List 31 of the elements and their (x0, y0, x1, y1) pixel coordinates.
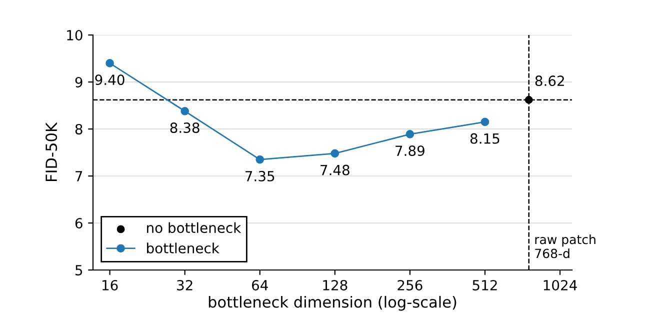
legend-label: no bottleneck (147, 222, 242, 234)
point (406, 130, 414, 138)
x-axis-title: bottleneck dimension (log-scale) (208, 296, 456, 311)
y-tick-label: 7 (76, 171, 82, 182)
point (330, 149, 340, 158)
x-tick-label: 512 (472, 280, 497, 290)
data-label: 8.62 (535, 76, 564, 86)
y-tick-label: 8 (75, 124, 82, 134)
y-tick-label: 10 (67, 30, 82, 40)
data-label: 7.89 (396, 146, 424, 156)
y-tick-label: 5 (76, 265, 82, 276)
point (180, 106, 189, 116)
data-label: 7.48 (320, 164, 350, 176)
x-tick-label: 16 (102, 280, 118, 290)
y-tick-label: 6 (75, 218, 82, 228)
point (480, 118, 490, 126)
ref-line-label: raw patch 768-d (535, 234, 596, 258)
data-label: 7.35 (246, 170, 274, 182)
data-label: 9.40 (95, 74, 124, 86)
x-tick-label: 1024 (544, 280, 577, 290)
y-axis-title: FID-50K (46, 122, 58, 182)
data-label: 8.38 (170, 122, 200, 133)
x-tick-label: 64 (252, 280, 268, 290)
x-tick-label: 256 (398, 280, 422, 290)
point (106, 59, 114, 68)
x-tick-label: 32 (177, 280, 192, 290)
y-tick-label: 9 (75, 76, 82, 88)
point (256, 155, 264, 164)
legend-label: bottleneck (147, 242, 220, 254)
data-label: 8.15 (470, 133, 500, 144)
x-tick-label: 128 (323, 280, 348, 290)
